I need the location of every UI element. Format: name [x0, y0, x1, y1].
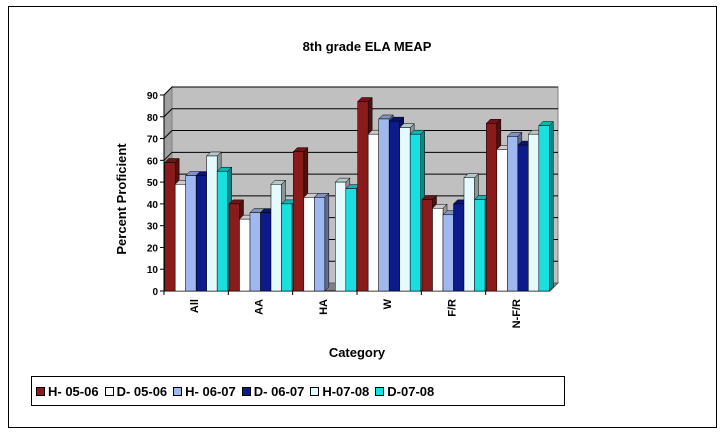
legend-label: H- 05-06: [48, 383, 99, 399]
bar: [357, 101, 369, 292]
x-tick-label: HA: [318, 299, 330, 315]
legend-label: D- 05-06: [116, 383, 168, 399]
x-tick-label: N-F/R: [511, 299, 523, 328]
y-tick-label: 30: [147, 222, 159, 233]
y-tick-label: 0: [152, 287, 158, 298]
chart-title: 8th grade ELA MEAP: [303, 39, 432, 54]
x-tick-label: All: [189, 299, 201, 313]
legend-label: D-07-08: [387, 383, 435, 399]
bar: [228, 203, 240, 292]
y-tick-label: 90: [147, 91, 159, 102]
gridline: [163, 130, 558, 139]
bar: [453, 203, 465, 292]
y-tick-label: 70: [147, 135, 159, 146]
legend-swatch: [241, 386, 251, 396]
chart-svg: 8th grade ELA MEAP Percent Proficient Ca…: [114, 39, 560, 360]
x-tick-label: W: [382, 298, 394, 309]
bar: [432, 207, 444, 292]
gridline: [163, 86, 558, 96]
bar: [409, 133, 421, 292]
legend-item: D-07-08: [375, 384, 434, 399]
bar: [345, 188, 357, 292]
bar: [474, 199, 486, 292]
bar: [249, 212, 261, 292]
legend-label: H- 06-07: [185, 383, 236, 399]
bar-side: [324, 192, 330, 292]
bar: [528, 133, 540, 292]
y-axis-label: Percent Proficient: [114, 143, 129, 255]
bar: [388, 120, 400, 292]
y-tick-label: 20: [147, 243, 159, 254]
bar: [216, 170, 228, 292]
bar: [239, 218, 251, 292]
bar: [463, 177, 475, 292]
gridline: [163, 108, 558, 118]
chart-frame: 8th grade ELA MEAP Percent Proficient Ca…: [8, 6, 717, 428]
bar: [421, 199, 433, 292]
bar: [281, 203, 293, 292]
y-tick-label: 10: [147, 265, 159, 276]
bar: [517, 144, 529, 292]
bar: [174, 184, 186, 292]
y-tick-label: 40: [147, 200, 159, 211]
bar: [496, 149, 508, 292]
bar: [367, 133, 379, 292]
legend-swatch: [36, 386, 45, 396]
legend-item: H-07-08: [310, 384, 369, 399]
legend-item: H- 06-07: [173, 384, 236, 399]
y-tick-label: 80: [147, 113, 159, 124]
bar: [486, 123, 498, 292]
legend-item: D- 06-07: [241, 383, 305, 399]
plot-area: 0 10 20 30 40 50 60 70 80 90 All AA HA W F/R N-F/R: [147, 85, 560, 328]
bar: [185, 175, 197, 292]
bar: [335, 181, 347, 292]
bar-side: [549, 120, 554, 292]
gridline: [163, 151, 558, 161]
x-tick-label: F/R: [447, 299, 459, 317]
bar: [164, 162, 176, 292]
bar: [442, 214, 454, 292]
y-tick-label: 60: [147, 156, 159, 167]
bar: [293, 151, 305, 292]
bar: [303, 197, 315, 292]
bar: [260, 212, 272, 292]
bar: [378, 118, 390, 292]
legend-swatch: [104, 386, 114, 396]
legend-swatch: [310, 386, 320, 396]
bar: [399, 127, 411, 292]
legend-label: D- 06-07: [253, 383, 305, 399]
legend-item: D- 05-06: [104, 383, 168, 399]
bar: [195, 175, 207, 292]
legend-item: H- 05-06: [36, 384, 99, 399]
bar: [314, 197, 326, 292]
legend: H- 05-06 D- 05-06 H- 06-07 D- 06-07 H-07-08 D…: [31, 376, 565, 406]
bar: [507, 136, 519, 292]
bar: [270, 184, 282, 292]
legend-label: H-07-08: [322, 383, 370, 399]
x-tick-label: AA: [254, 299, 266, 315]
legend-swatch: [375, 386, 385, 396]
x-axis-label: Category: [329, 345, 386, 360]
bar: [538, 125, 550, 292]
bar: [206, 155, 218, 292]
legend-swatch: [173, 386, 183, 396]
y-tick-label: 50: [147, 178, 159, 189]
